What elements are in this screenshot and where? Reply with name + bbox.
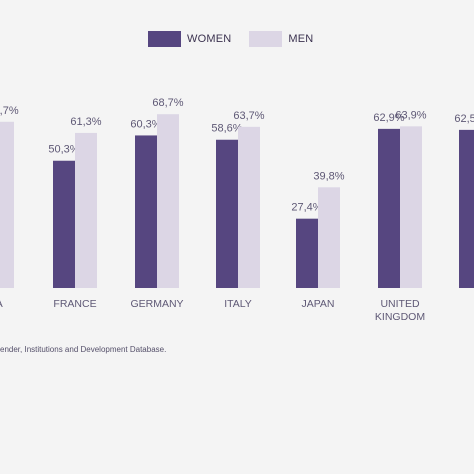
data-label-women-1: 50,3%: [48, 144, 79, 156]
category-label-0-0: ADA: [0, 298, 3, 310]
category-label-5-1: KINGDOM: [375, 311, 425, 323]
bar-men-5: [400, 126, 422, 288]
category-label-2-0: GERMANY: [130, 298, 183, 310]
category-label-3-0: ITALY: [224, 298, 252, 310]
legend: WOMEN MEN: [148, 31, 331, 47]
source-note: ender, Institutions and Development Data…: [0, 345, 167, 354]
data-label-men-2: 68,7%: [152, 97, 183, 109]
category-label-5-0: UNITED: [380, 298, 420, 310]
legend-label-men: MEN: [288, 33, 314, 45]
bar-men-3: [238, 126, 260, 289]
bar-men-2: [157, 114, 179, 289]
bar-men-4: [318, 187, 340, 288]
legend-swatch-women: [148, 31, 181, 47]
legend-item-women: WOMEN: [148, 31, 231, 47]
data-label-men-3: 63,7%: [233, 110, 264, 122]
bar-women-6: [459, 129, 474, 288]
data-label-men-0: 65,7%: [0, 105, 19, 117]
data-label-men-5: 63,9%: [395, 109, 426, 121]
data-label-women-5: 62,9%: [373, 112, 404, 124]
data-label-women-6: 62,5%: [454, 113, 474, 125]
bar-women-1: [53, 160, 75, 288]
bar-men-0: [0, 121, 14, 289]
legend-label-women: WOMEN: [187, 33, 232, 45]
legend-item-men: MEN: [249, 31, 313, 47]
data-label-women-2: 60,3%: [130, 118, 161, 130]
category-label-1-0: FRANCE: [53, 298, 96, 310]
data-label-women-3: 58,6%: [211, 123, 242, 135]
bar-women-3: [216, 139, 238, 288]
bar-men-1: [75, 132, 97, 288]
data-label-women-4: 27,4%: [291, 202, 322, 214]
data-label-men-4: 39,8%: [313, 170, 344, 182]
category-label-4-0: JAPAN: [301, 298, 334, 310]
data-label-men-1: 61,3%: [70, 116, 101, 128]
legend-swatch-men: [249, 31, 283, 47]
bar-women-5: [378, 128, 400, 288]
bar-women-4: [296, 218, 318, 288]
bar-women-2: [135, 135, 157, 288]
